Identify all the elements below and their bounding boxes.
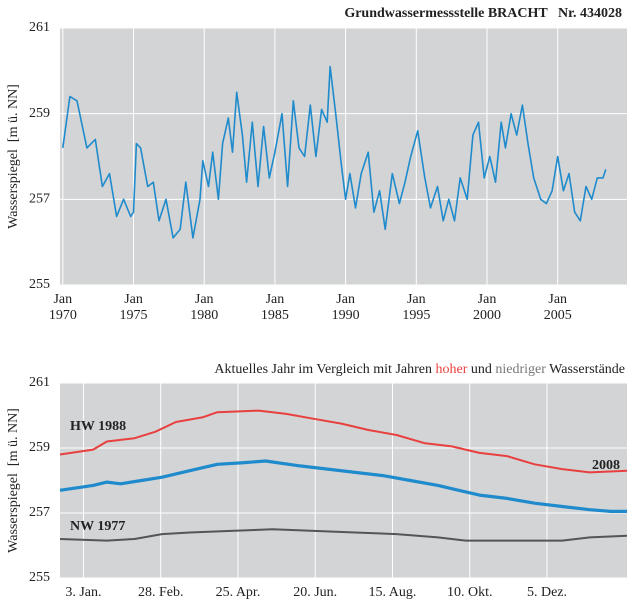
series-label: NW 1977 xyxy=(70,519,125,534)
y-axis-label: Wasserspiegel [m ü. NN] xyxy=(6,84,21,229)
x-tick-label: 2000 xyxy=(473,308,501,323)
subtitle-part: niedriger xyxy=(495,362,546,377)
y-tick-label: 255 xyxy=(29,277,50,292)
x-tick-label: 20. Jun. xyxy=(293,585,337,600)
x-tick-label: 1990 xyxy=(332,308,360,323)
x-tick-label: 1985 xyxy=(261,308,289,323)
x-tick-label: 10. Okt. xyxy=(447,585,493,600)
subtitle-part: Aktuelles Jahr im Vergleich mit Jahren xyxy=(214,362,435,377)
x-tick-label: Jan xyxy=(124,292,143,307)
data-line xyxy=(62,65,607,239)
y-axis-label: Wasserspiegel [m ü. NN] xyxy=(6,408,21,553)
plot-area xyxy=(60,28,627,285)
chart-subtitle: Aktuelles Jahr im Vergleich mit Jahren h… xyxy=(214,362,625,377)
x-tick-label: Jan xyxy=(53,292,72,307)
y-tick-label: 255 xyxy=(29,570,50,585)
x-tick-label: Jan xyxy=(407,292,426,307)
x-tick-label: 25. Apr. xyxy=(216,585,261,600)
x-tick-label: Jan xyxy=(336,292,355,307)
x-tick-label: Jan xyxy=(195,292,214,307)
x-tick-label: Jan xyxy=(266,292,285,307)
y-tick-label: 261 xyxy=(29,20,50,35)
x-tick-label: 1970 xyxy=(49,308,77,323)
y-tick-label: 261 xyxy=(29,375,50,390)
data-line xyxy=(59,459,627,513)
y-tick-label: 257 xyxy=(29,192,50,207)
x-tick-label: 15. Aug. xyxy=(369,585,417,600)
series-label: HW 1988 xyxy=(70,419,126,434)
y-tick-label: 259 xyxy=(29,440,50,455)
x-tick-label: 5. Dez. xyxy=(527,585,567,600)
data-line xyxy=(59,528,627,542)
y-tick-label: 259 xyxy=(29,106,50,121)
x-tick-label: 28. Feb. xyxy=(138,585,184,600)
x-tick-label: 3. Jan. xyxy=(65,585,101,600)
x-tick-label: 1975 xyxy=(120,308,148,323)
series-label: 2008 xyxy=(592,458,620,473)
x-tick-label: Jan xyxy=(548,292,567,307)
data-line xyxy=(59,409,627,474)
y-tick-label: 257 xyxy=(29,505,50,520)
x-tick-label: Jan xyxy=(478,292,497,307)
x-tick-label: 1980 xyxy=(190,308,218,323)
x-tick-label: 1995 xyxy=(402,308,430,323)
plot-area xyxy=(60,383,627,578)
chart-title: Grundwassermessstelle BRACHT Nr. 434028 xyxy=(344,6,622,21)
subtitle-part: hoher xyxy=(435,362,467,377)
x-tick-label: 2005 xyxy=(544,308,572,323)
subtitle-part: Wasserstände xyxy=(546,362,625,377)
subtitle-part: und xyxy=(467,362,495,377)
